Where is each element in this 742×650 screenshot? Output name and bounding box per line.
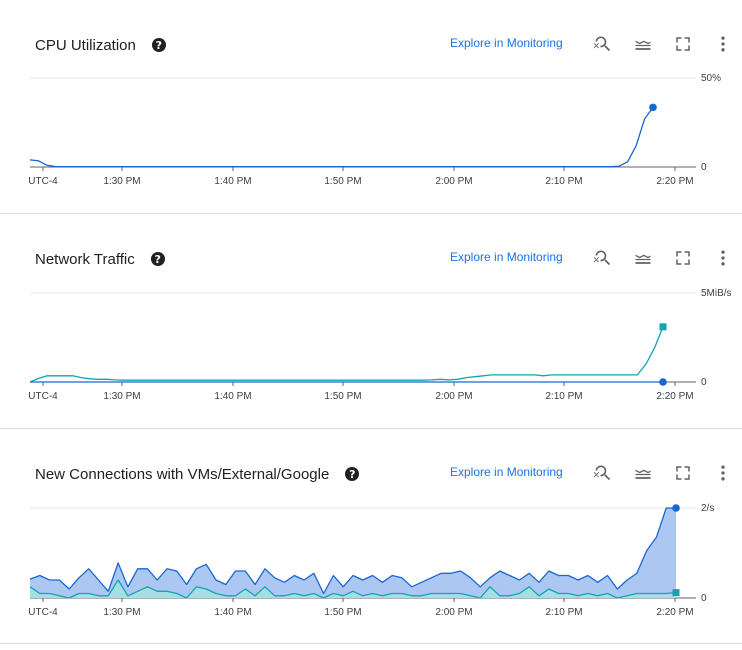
x-tick-label: 1:30 PM <box>103 391 140 402</box>
series-0-area <box>30 508 676 598</box>
legend-toggle-icon[interactable] <box>632 462 654 484</box>
more-vert-icon[interactable] <box>712 462 734 484</box>
panel-header: Network Traffic ? <box>35 248 165 270</box>
x-tick-label: UTC-4 <box>28 176 58 187</box>
series-0-line <box>29 326 664 383</box>
fullscreen-icon[interactable] <box>672 33 694 55</box>
x-tick-label: 2:10 PM <box>545 391 582 402</box>
series-0-end-marker <box>649 103 657 112</box>
y-axis-zero-label: 0 <box>701 162 707 173</box>
x-tick-label: 1:40 PM <box>214 391 251 402</box>
zoom-reset-icon[interactable] <box>592 33 614 55</box>
panel-title: Network Traffic <box>35 250 135 268</box>
zoom-reset-icon[interactable] <box>592 462 614 484</box>
series-0-end-marker <box>659 323 667 331</box>
x-tick-label: 1:50 PM <box>324 607 361 618</box>
explore-in-monitoring-link[interactable]: Explore in Monitoring <box>450 36 563 50</box>
x-tick-label: 2:20 PM <box>656 607 693 618</box>
series-1-area <box>30 580 676 598</box>
x-tick-label: 2:10 PM <box>545 607 582 618</box>
x-tick-label: UTC-4 <box>28 391 58 402</box>
legend-toggle-icon[interactable] <box>632 247 654 269</box>
series-0-line <box>29 107 654 168</box>
zoom-reset-icon[interactable] <box>592 247 614 269</box>
more-vert-icon[interactable] <box>712 247 734 269</box>
x-tick-label: 1:30 PM <box>103 176 140 187</box>
explore-in-monitoring-link[interactable]: Explore in Monitoring <box>450 250 563 264</box>
panel-header: CPU Utilization ? <box>35 34 166 56</box>
new-connections-panel: 2/s 0 UTC-4 1:30 PM 1:40 PM 1:50 PM 2:00 PM 2:1… <box>0 429 742 644</box>
y-axis-max-label: 2/s <box>701 503 714 514</box>
explore-in-monitoring-link[interactable]: Explore in Monitoring <box>450 465 563 479</box>
x-tick-label: 1:30 PM <box>103 607 140 618</box>
cpu-utilization-panel: 50% 0 UTC-4 1:30 PM 1:40 PM 1:50 PM 2:00 PM 2:1… <box>0 0 742 214</box>
x-tick-label: 2:00 PM <box>435 391 472 402</box>
y-axis-zero-label: 0 <box>701 593 707 604</box>
legend-toggle-icon[interactable] <box>632 33 654 55</box>
network-traffic-panel: 5MiB/s 0 UTC-4 1:30 PM 1:40 PM 1:50 PM 2:00 PM… <box>0 214 742 429</box>
new-connections-chart: 2/s 0 UTC-4 1:30 PM 1:40 PM 1:50 PM 2:00 PM 2:1… <box>28 503 714 618</box>
y-axis-max-label: 5MiB/s <box>701 288 732 299</box>
x-tick-label: 1:50 PM <box>324 176 361 187</box>
help-icon[interactable]: ? <box>345 467 360 481</box>
help-icon[interactable]: ? <box>151 38 166 52</box>
y-axis-max-label: 50% <box>701 73 721 84</box>
x-tick-label: 2:00 PM <box>435 607 472 618</box>
series-0-line <box>29 507 676 595</box>
more-vert-icon[interactable] <box>712 33 734 55</box>
cpu-utilization-chart: 50% 0 UTC-4 1:30 PM 1:40 PM 1:50 PM 2:00 PM 2:1… <box>28 73 721 187</box>
help-icon[interactable]: ? <box>150 252 165 266</box>
panel-header: New Connections with VMs/External/Google… <box>35 463 360 485</box>
panel-title: CPU Utilization <box>35 36 136 54</box>
x-tick-label: 1:40 PM <box>214 607 251 618</box>
series-1-end-marker <box>672 589 680 597</box>
series-1-end-marker <box>659 378 667 386</box>
x-tick-label: 2:20 PM <box>656 176 693 187</box>
network-traffic-chart: 5MiB/s 0 UTC-4 1:30 PM 1:40 PM 1:50 PM 2:00 PM… <box>28 288 732 402</box>
x-tick-label: 2:20 PM <box>656 391 693 402</box>
x-tick-label: UTC-4 <box>28 607 58 618</box>
x-tick-label: 2:10 PM <box>545 176 582 187</box>
panel-title: New Connections with VMs/External/Google <box>35 465 330 483</box>
series-1-line <box>29 579 677 599</box>
fullscreen-icon[interactable] <box>672 462 694 484</box>
x-tick-label: 1:40 PM <box>214 176 251 187</box>
y-axis-zero-label: 0 <box>701 377 707 388</box>
fullscreen-icon[interactable] <box>672 247 694 269</box>
x-tick-label: 2:00 PM <box>435 176 472 187</box>
x-tick-label: 1:50 PM <box>324 391 361 402</box>
series-0-end-marker <box>672 504 680 512</box>
